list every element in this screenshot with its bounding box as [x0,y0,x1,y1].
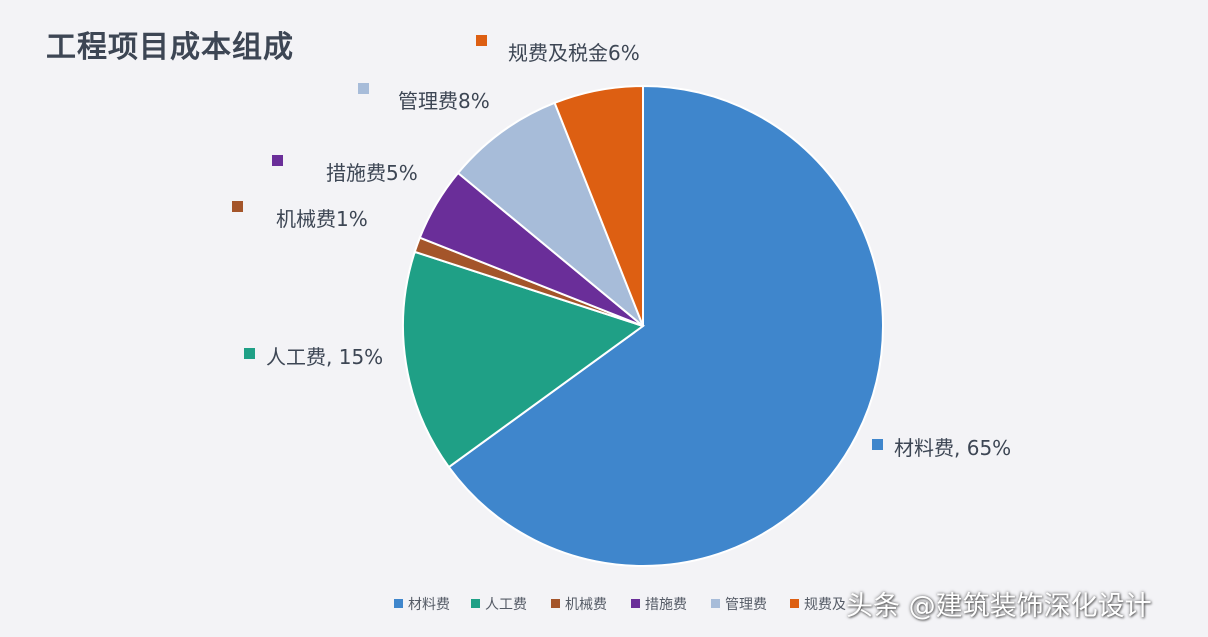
data-labels: 材料费, 65% 人工费, 15% 机械费1% 措施费5% 管理费8% 规费及税金6% [232,35,1011,460]
watermark: 头条 @建筑装饰深化设计 [846,591,1152,622]
legend-swatch [471,599,480,608]
data-label-marker [872,439,883,450]
data-label: 规费及税金6% [508,41,640,65]
pie-slice [447,84,884,567]
chart-title: 工程项目成本组成 [46,30,294,65]
legend: 材料费 人工费 机械费 措施费 管理费 规费及 [394,597,846,613]
legend-label: 规费及 [804,597,846,613]
legend-label: 管理费 [725,597,767,613]
legend-swatch [551,599,560,608]
data-label-marker [272,155,283,166]
legend-label: 措施费 [645,597,687,613]
data-label-marker [358,83,369,94]
legend-label: 机械费 [565,597,607,613]
legend-swatch [711,599,720,608]
legend-swatch [790,599,799,608]
pie-slice [553,84,644,327]
pie-slice [456,101,644,327]
legend-swatch [394,599,403,608]
pie-slice [402,250,646,469]
data-label-marker [244,348,255,359]
legend-swatch [631,599,640,608]
data-label: 材料费, 65% [894,436,1011,460]
data-label: 机械费1% [276,207,368,231]
legend-label: 材料费 [408,597,450,613]
legend-label: 人工费 [485,597,527,613]
data-label-marker [476,35,487,46]
data-label: 人工费, 15% [266,345,383,369]
data-label: 管理费8% [398,89,490,113]
data-label-marker [232,201,243,212]
pie-slices [402,84,884,567]
data-label: 措施费5% [326,161,418,185]
